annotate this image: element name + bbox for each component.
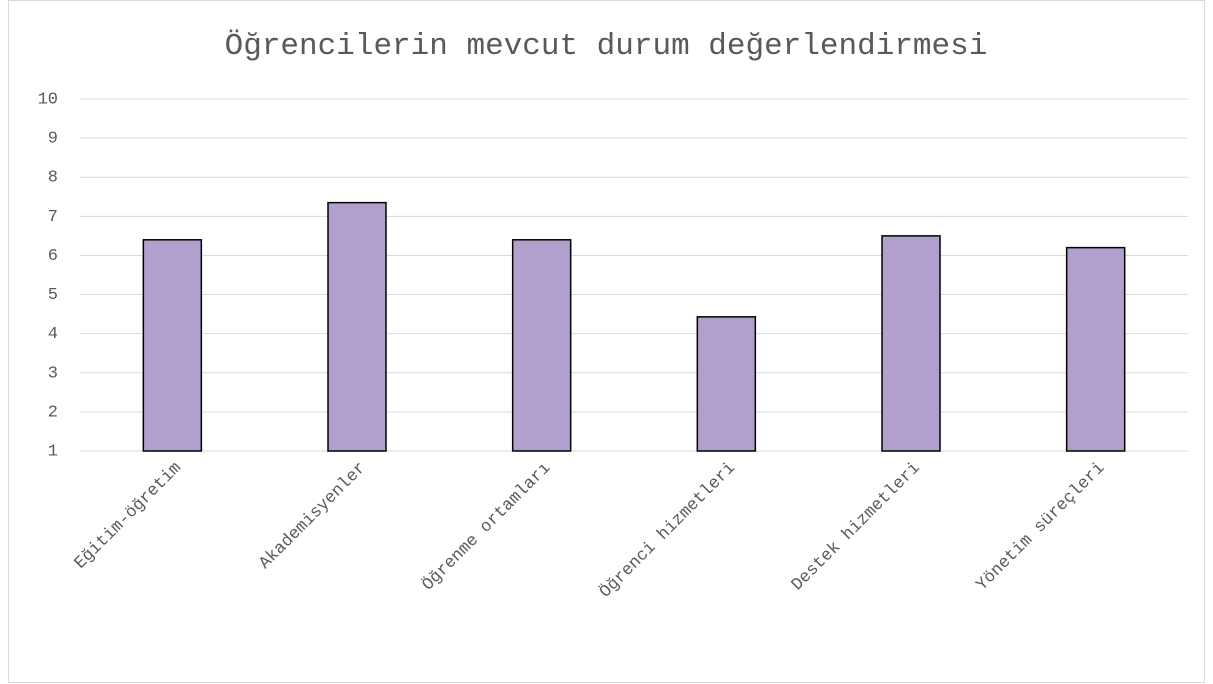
bar — [142, 239, 203, 452]
y-tick-label: 7 — [48, 208, 58, 227]
bar — [327, 201, 387, 452]
y-tick-label: 6 — [48, 247, 58, 266]
chart-border — [8, 0, 1205, 683]
bar — [696, 316, 757, 452]
bar — [881, 235, 941, 452]
y-tick-label: 8 — [48, 169, 58, 188]
y-tick-label: 4 — [48, 325, 58, 344]
y-tick-label: 1 — [48, 442, 58, 461]
y-tick-label: 5 — [48, 286, 58, 305]
chart-title: Öğrencilerin mevcut durum değerlendirmes… — [225, 28, 988, 64]
y-tick-label: 9 — [48, 130, 58, 149]
y-tick-label: 3 — [48, 364, 58, 383]
y-tick-label: 2 — [48, 403, 58, 422]
bar — [511, 239, 572, 452]
bar — [1065, 246, 1126, 452]
y-tick-label: 10 — [38, 90, 58, 109]
